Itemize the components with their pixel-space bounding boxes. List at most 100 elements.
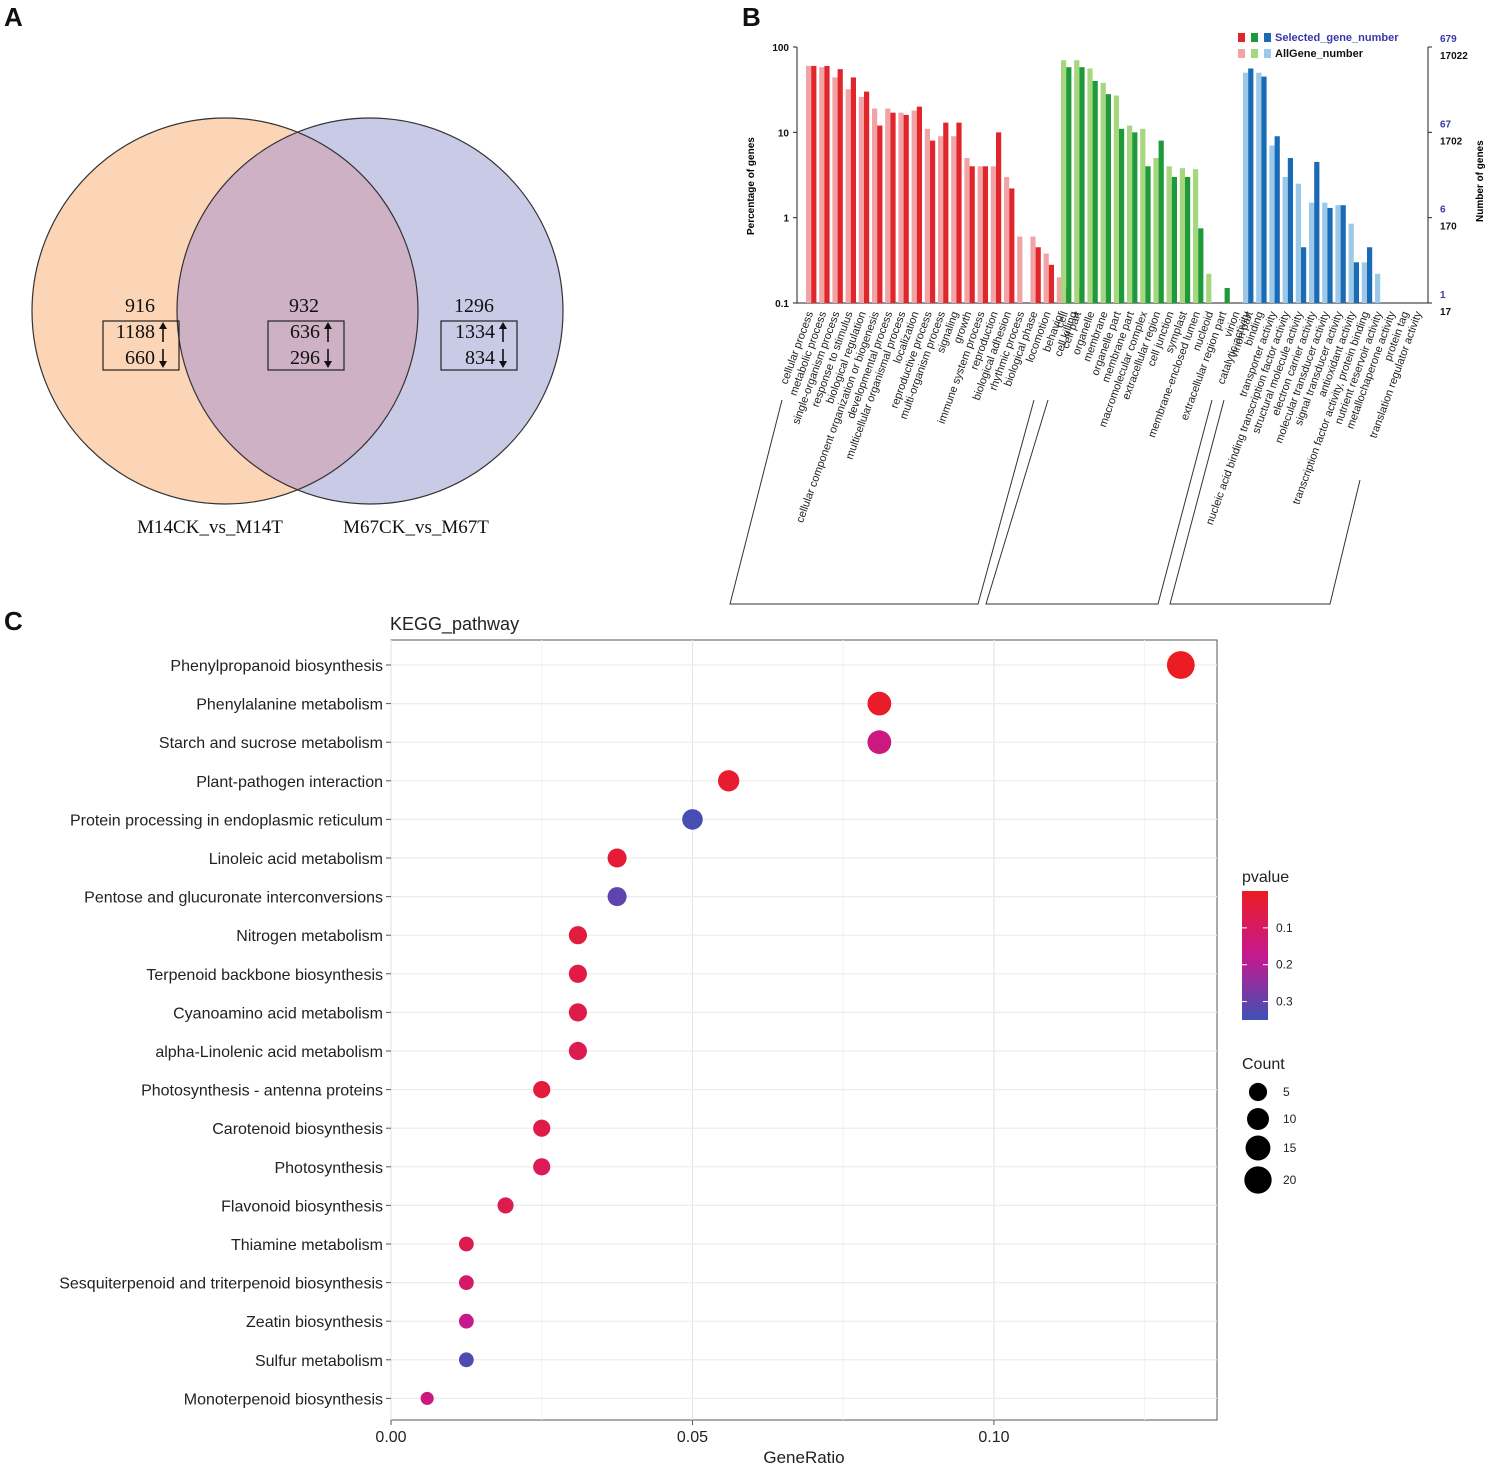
intersection-up-arrow-icon [324, 322, 332, 342]
go-bar-selected [1079, 67, 1085, 304]
go-bar-all [1140, 128, 1146, 303]
kegg-point [682, 809, 703, 830]
kegg-pathway-label: Phenylalanine metabolism [196, 697, 383, 714]
go-bar-selected [1248, 68, 1254, 304]
go-bar-all [1100, 82, 1106, 304]
go-bar-all [1004, 176, 1010, 303]
go-bar-all [1206, 273, 1212, 303]
go-group-bracket [729, 399, 1035, 605]
panel-label-a: A [4, 2, 23, 32]
kegg-point [533, 1119, 551, 1137]
go-legend-all: AllGene_number [1275, 48, 1364, 60]
go-bar-selected [1287, 158, 1293, 303]
go-bar-selected [1171, 176, 1177, 303]
go-bar-selected [1261, 76, 1267, 303]
go-bar-selected [1340, 205, 1346, 303]
go-bar-all [1295, 183, 1301, 303]
kegg-xtick-label: 0.00 [375, 1429, 406, 1446]
go-bar-all [1282, 176, 1288, 303]
go-bar-selected [811, 65, 817, 303]
go-bar-all [1375, 273, 1381, 303]
kegg-point [458, 1352, 474, 1368]
go-bar-selected [1066, 67, 1072, 304]
right-down-arrow-icon [499, 349, 507, 368]
go-bar-all [951, 136, 957, 303]
count-legend: Count 5 10 15 20 [1242, 1056, 1297, 1194]
go-y2tick-selected: 6 [1440, 205, 1446, 216]
kegg-pathway-label: Linoleic acid metabolism [209, 851, 383, 868]
intersection-up-count: 636 [290, 321, 320, 343]
left-down-count: 660 [125, 347, 155, 369]
go-bar-selected [1224, 287, 1230, 303]
go-bar-all [1087, 68, 1093, 304]
go-bar-all [858, 96, 864, 303]
go-bar-selected [943, 122, 949, 303]
pvalue-legend-title: pvalue [1242, 869, 1289, 886]
go-bar-all [1166, 166, 1172, 303]
go-bar-all [1056, 277, 1062, 303]
go-bar-selected [1327, 207, 1333, 303]
kegg-point [607, 887, 627, 907]
pvalue-tick-label: 0.2 [1276, 958, 1293, 972]
go-bar-selected [864, 91, 870, 303]
kegg-point [568, 926, 587, 945]
go-bar-all [1361, 262, 1367, 303]
go-bar-selected [850, 77, 856, 303]
go-bar-all [806, 65, 812, 303]
go-bar-all [1309, 202, 1315, 303]
venn-set-label-left: M14CK_vs_M14T [137, 517, 283, 538]
go-bar-all [1017, 236, 1023, 303]
kegg-pathway-label: Sulfur metabolism [255, 1353, 383, 1370]
go-bar-selected [1009, 188, 1015, 303]
kegg-pathway-label: Monoterpenoid biosynthesis [184, 1391, 383, 1408]
pvalue-colorbar [1242, 891, 1268, 1020]
go-legend: Selected_gene_number AllGene_number [1238, 32, 1399, 60]
go-y2tick-selected: 67 [1440, 119, 1452, 130]
left-only-total: 916 [125, 295, 155, 317]
kegg-pathway-label: Flavonoid biosynthesis [221, 1198, 383, 1215]
go-y2tick-all: 17022 [1440, 51, 1468, 62]
go-bar-all [1335, 205, 1341, 303]
venn-diagram: 916 1188 660 932 636 296 1296 1334 834 M… [31, 117, 564, 538]
kegg-point [568, 1003, 587, 1022]
count-legend-label: 15 [1283, 1141, 1297, 1155]
go-bar-all [1074, 60, 1080, 304]
intersection-down-count: 296 [290, 347, 320, 369]
kegg-pathway-label: Carotenoid biosynthesis [212, 1121, 383, 1138]
kegg-point [607, 848, 627, 868]
kegg-pathway-label: Starch and sucrose metabolism [159, 735, 383, 752]
go-y2tick-all: 170 [1440, 222, 1457, 233]
go-bar-selected [1048, 264, 1054, 303]
go-bar-all [911, 110, 917, 303]
go-bar-selected [916, 106, 922, 303]
go-bar-all [1127, 125, 1133, 303]
go-bar-all [1348, 223, 1354, 303]
go-ytick-label: 100 [772, 43, 789, 54]
right-only-total: 1296 [454, 295, 494, 317]
go-bar-all [977, 166, 983, 303]
count-legend-dot [1245, 1135, 1271, 1161]
go-bar-selected [877, 125, 883, 303]
kegg-point [533, 1158, 551, 1176]
kegg-pathway-label: Thiamine metabolism [231, 1237, 383, 1254]
kegg-point [1166, 651, 1195, 679]
count-legend-label: 20 [1283, 1173, 1297, 1187]
go-bar-all [872, 108, 878, 303]
go-bar-all [1061, 60, 1067, 304]
go-ytick-label: 0.1 [775, 299, 789, 310]
go-bar-selected [837, 69, 843, 303]
go-bar-all [1243, 72, 1249, 303]
kegg-point [458, 1236, 474, 1252]
go-bar-selected [1185, 176, 1191, 303]
go-bar-selected [1301, 247, 1307, 303]
count-legend-dot [1248, 1082, 1268, 1102]
kegg-point [458, 1275, 474, 1290]
go-ytick-label: 10 [778, 128, 790, 139]
kegg-pathway-label: Terpenoid backbone biosynthesis [146, 967, 383, 984]
kegg-pathway-label: Plant-pathogen interaction [196, 774, 383, 791]
go-group-bracket [985, 399, 1213, 605]
go-bar-all [832, 77, 838, 303]
go-bar-selected [1314, 161, 1320, 303]
go-bar-all [1179, 168, 1185, 303]
